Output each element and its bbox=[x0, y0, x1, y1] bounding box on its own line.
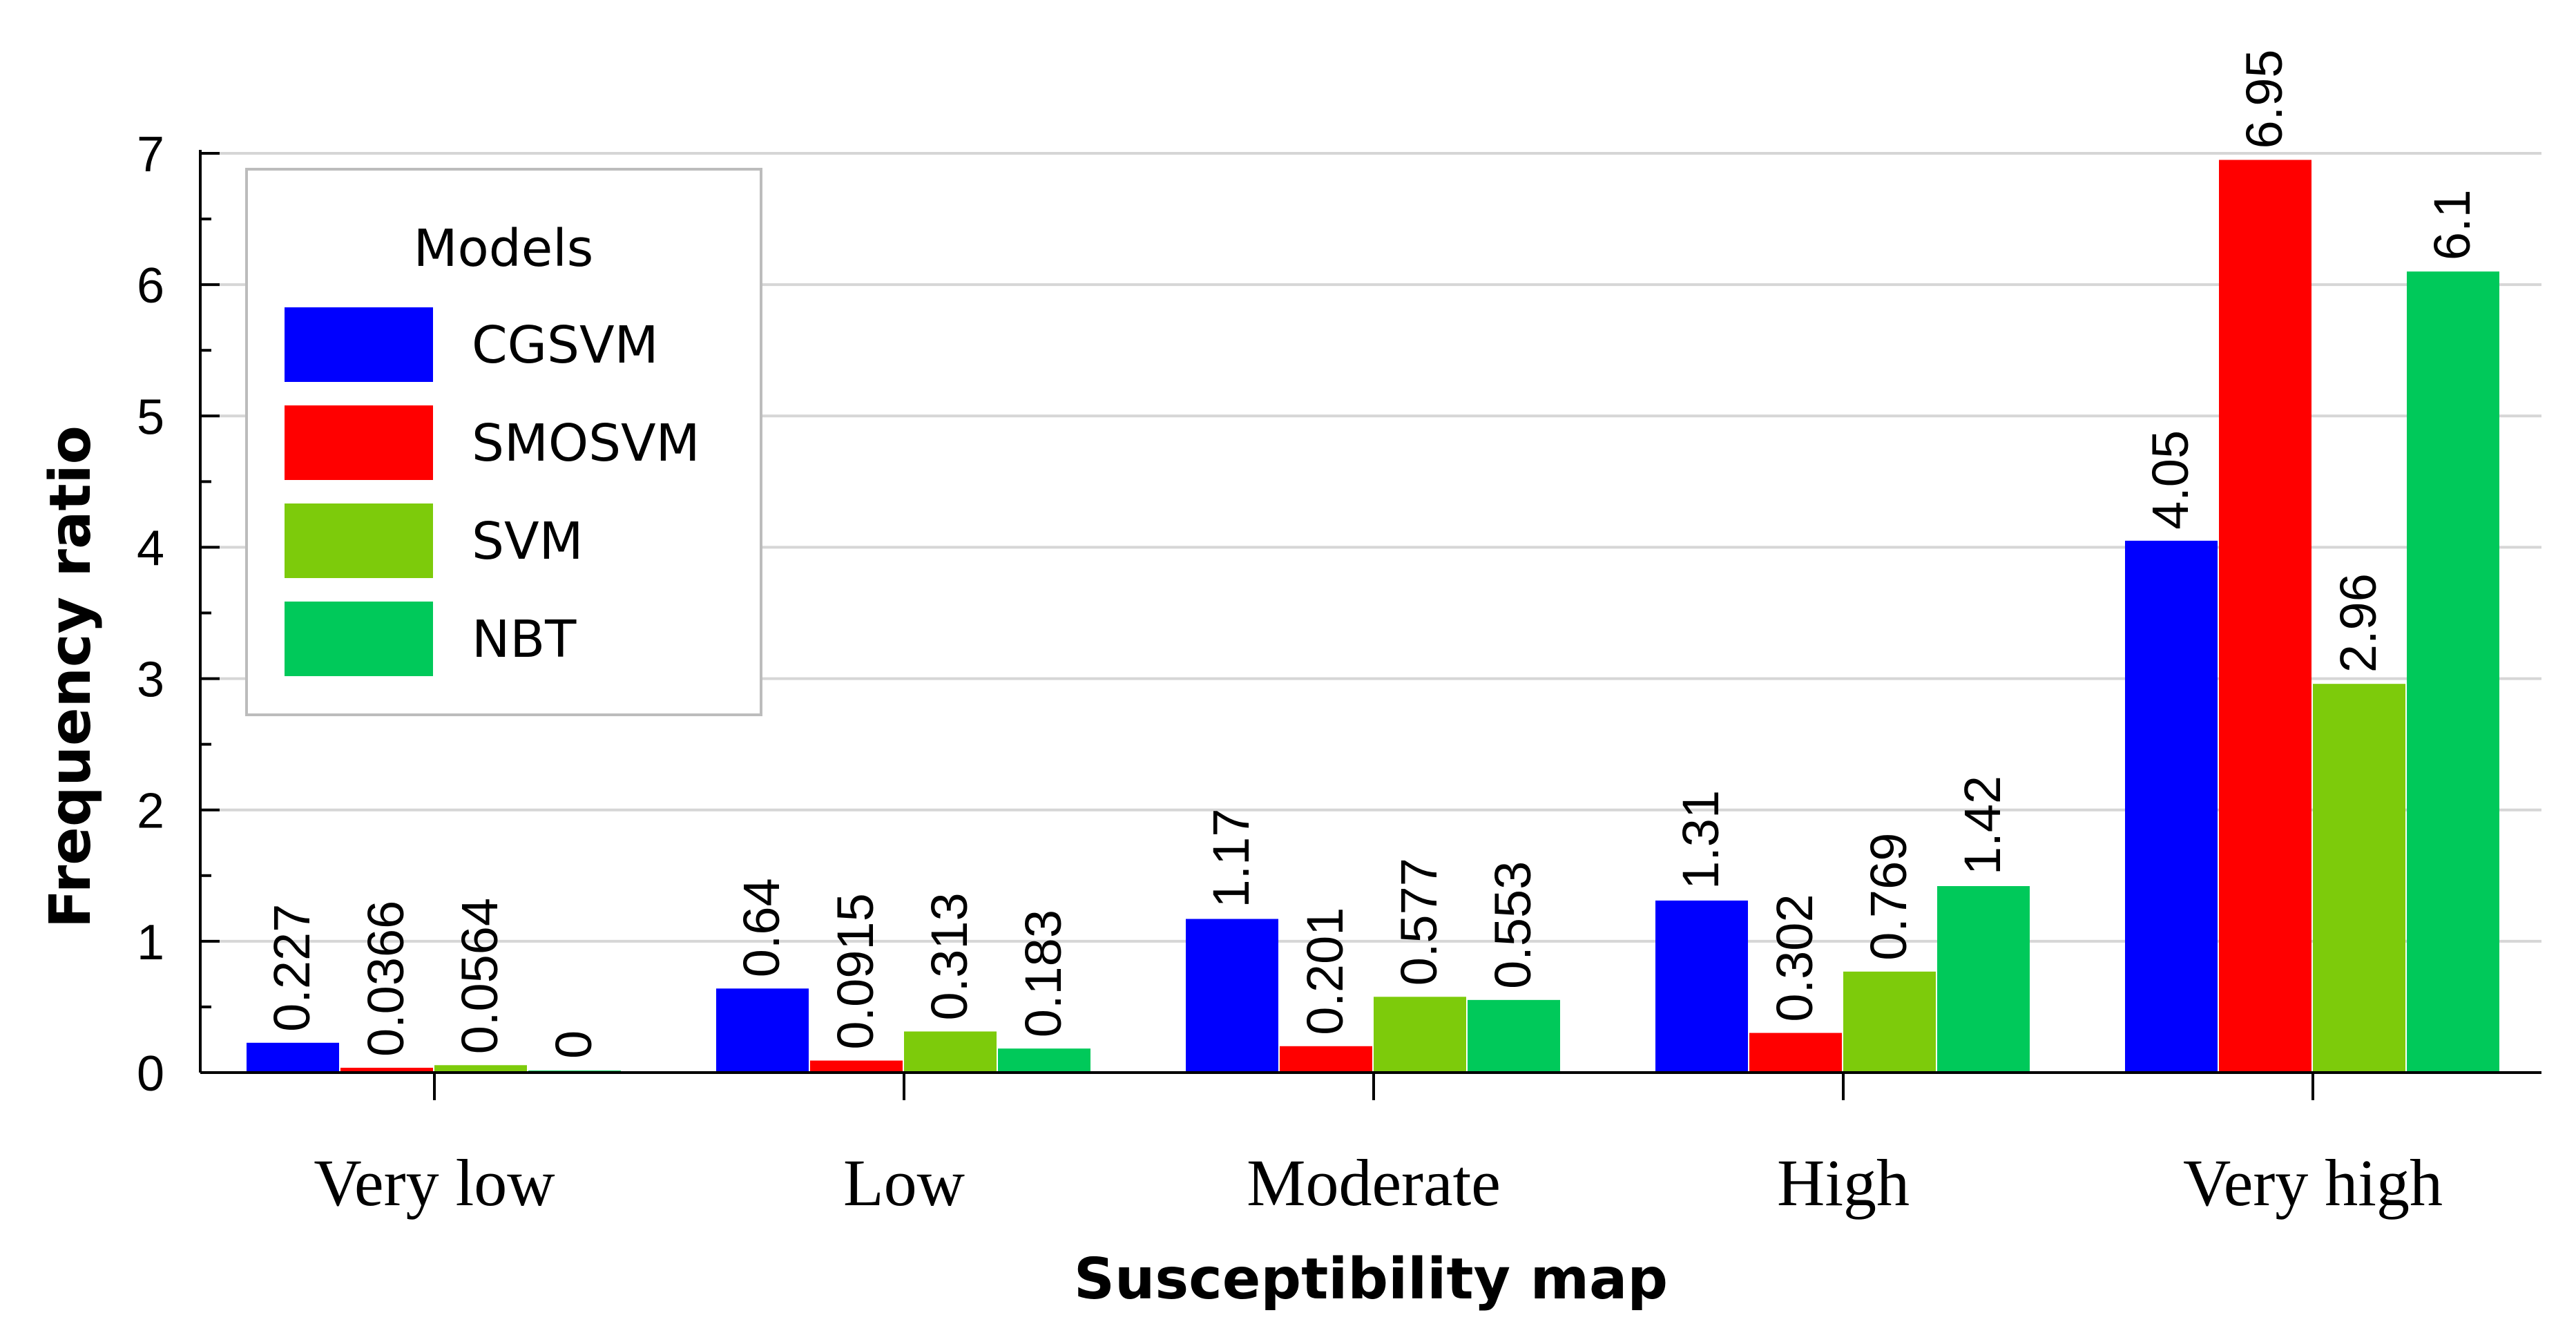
x-tick-label: Very high bbox=[2183, 1146, 2443, 1220]
data-label: 0 bbox=[545, 1030, 602, 1059]
bar-cgsvm bbox=[2125, 540, 2218, 1073]
x-tick-label: Moderate bbox=[1247, 1146, 1501, 1220]
data-labels: 0.227 0.0366 0.0564 0 0.64 0.0915 0.313 0.183 1.… bbox=[263, 49, 2481, 1059]
data-label: 0.769 bbox=[1860, 833, 1917, 961]
bar-svm bbox=[1374, 997, 1466, 1073]
data-label: 0.0366 bbox=[357, 901, 414, 1057]
bar-svm bbox=[434, 1065, 527, 1073]
bar-nbt bbox=[998, 1048, 1090, 1073]
x-axis-title: Susceptibility map bbox=[1074, 1247, 1668, 1312]
x-tick-label: Very low bbox=[314, 1146, 555, 1220]
y-tick-label: 5 bbox=[137, 390, 164, 445]
bar-svm bbox=[2313, 684, 2405, 1073]
data-label: 6.1 bbox=[2423, 189, 2481, 260]
bar-nbt bbox=[1468, 999, 1560, 1073]
bar-svm bbox=[1843, 971, 1936, 1073]
legend: Models CGSVM SMOSVM SVM NBT bbox=[245, 168, 762, 716]
y-tick-label: 1 bbox=[137, 915, 164, 970]
y-tick-label: 4 bbox=[137, 521, 164, 576]
data-label: 0.227 bbox=[263, 904, 320, 1032]
data-label: 0.0564 bbox=[451, 898, 508, 1054]
axes: 0 1 2 3 4 5 6 7 Very low Low Moderate High Very high bbox=[137, 127, 2541, 1220]
data-label: 2.96 bbox=[2329, 573, 2387, 673]
data-label: 4.05 bbox=[2142, 430, 2199, 530]
y-tick-label: 0 bbox=[137, 1046, 164, 1102]
y-tick-label: 6 bbox=[137, 258, 164, 314]
bar-smosvm bbox=[2219, 160, 2311, 1073]
y-tick-label: 2 bbox=[137, 784, 164, 839]
x-tick-label: Low bbox=[843, 1146, 965, 1220]
bar-smosvm bbox=[810, 1060, 903, 1073]
bar-smosvm bbox=[1280, 1046, 1372, 1073]
bar-cgsvm bbox=[1655, 900, 1748, 1073]
data-label: 1.31 bbox=[1672, 790, 1729, 890]
data-label: 0.183 bbox=[1015, 910, 1072, 1037]
legend-label-smosvm: SMOSVM bbox=[472, 414, 700, 473]
y-tick-label: 7 bbox=[137, 127, 164, 182]
data-label: 1.42 bbox=[1954, 776, 2011, 875]
legend-swatch-svm bbox=[285, 503, 433, 578]
bar-smosvm bbox=[1749, 1033, 1842, 1073]
data-label: 6.95 bbox=[2236, 49, 2293, 148]
bar-cgsvm bbox=[716, 988, 809, 1073]
bar-cgsvm bbox=[1186, 919, 1278, 1073]
bars bbox=[247, 160, 2499, 1073]
legend-swatch-smosvm bbox=[285, 405, 433, 480]
data-label: 0.553 bbox=[1484, 861, 1541, 989]
x-tick-label: High bbox=[1777, 1146, 1910, 1220]
bar-nbt bbox=[2407, 271, 2499, 1073]
bar-svm bbox=[904, 1031, 997, 1073]
y-axis-title: Frequency ratio bbox=[38, 425, 104, 928]
legend-label-cgsvm: CGSVM bbox=[472, 316, 658, 375]
legend-swatch-cgsvm bbox=[285, 307, 433, 382]
bar-cgsvm bbox=[247, 1042, 339, 1073]
y-tick-label: 3 bbox=[137, 653, 164, 708]
data-label: 0.577 bbox=[1390, 858, 1448, 986]
legend-label-svm: SVM bbox=[472, 512, 583, 571]
bar-smosvm bbox=[340, 1068, 433, 1073]
legend-label-nbt: NBT bbox=[472, 610, 577, 669]
bar-nbt bbox=[1937, 885, 2030, 1073]
data-label: 0.64 bbox=[733, 878, 790, 977]
data-label: 0.302 bbox=[1766, 894, 1823, 1021]
data-label: 0.0915 bbox=[827, 893, 884, 1049]
legend-title: Models bbox=[414, 219, 594, 278]
data-label: 1.17 bbox=[1202, 809, 1260, 908]
data-label: 0.313 bbox=[921, 892, 978, 1020]
data-label: 0.201 bbox=[1296, 908, 1354, 1035]
legend-swatch-nbt bbox=[285, 602, 433, 676]
